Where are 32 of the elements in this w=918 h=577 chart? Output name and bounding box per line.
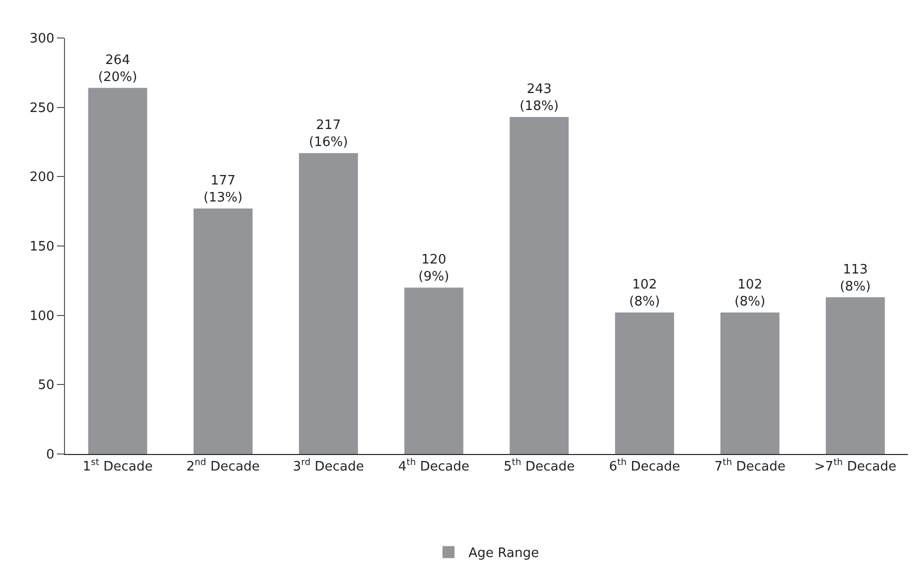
x-tick-label: 7$^{th}$ Decade bbox=[714, 458, 786, 475]
x-tick-label: 3$^{rd}$ Decade bbox=[292, 458, 364, 475]
data-label: 102 (8%) bbox=[629, 278, 660, 310]
data-label: 102 (8%) bbox=[734, 278, 766, 310]
x-tick-label: >7$^{th}$ Decade bbox=[814, 458, 896, 475]
x-tick-label: 6$^{th}$ Decade bbox=[608, 458, 680, 475]
bar bbox=[194, 208, 253, 454]
x-tick-label: 5$^{th}$ Decade bbox=[504, 458, 575, 475]
data-label: 264 (20%) bbox=[98, 53, 138, 85]
x-tick-label: 2$^{nd}$ Decade bbox=[186, 458, 260, 475]
data-label: 243 (18%) bbox=[520, 82, 559, 114]
y-tick-label: 50 bbox=[38, 378, 54, 394]
y-tick-label: 300 bbox=[30, 32, 54, 47]
x-tick-label: 4$^{th}$ Decade bbox=[398, 458, 470, 475]
data-label: 177 (13%) bbox=[204, 174, 243, 206]
y-tick-label: 100 bbox=[30, 308, 54, 324]
data-label: 120 (9%) bbox=[418, 252, 450, 285]
bar bbox=[88, 88, 148, 454]
bar bbox=[510, 117, 569, 454]
x-tick-label: 1$^{st}$ Decade bbox=[82, 458, 153, 475]
bar bbox=[298, 153, 358, 454]
legend-label: Age Range bbox=[468, 546, 539, 562]
bar bbox=[826, 297, 885, 454]
bar bbox=[404, 288, 464, 454]
y-tick-label: 200 bbox=[30, 170, 54, 186]
data-label: 217 (16%) bbox=[308, 118, 348, 150]
y-tick-label: 0 bbox=[46, 448, 54, 463]
y-tick-label: 250 bbox=[30, 100, 54, 116]
bar bbox=[720, 312, 780, 454]
bar bbox=[615, 312, 674, 454]
data-label: 113 (8%) bbox=[840, 262, 871, 294]
y-tick-label: 150 bbox=[30, 240, 54, 255]
